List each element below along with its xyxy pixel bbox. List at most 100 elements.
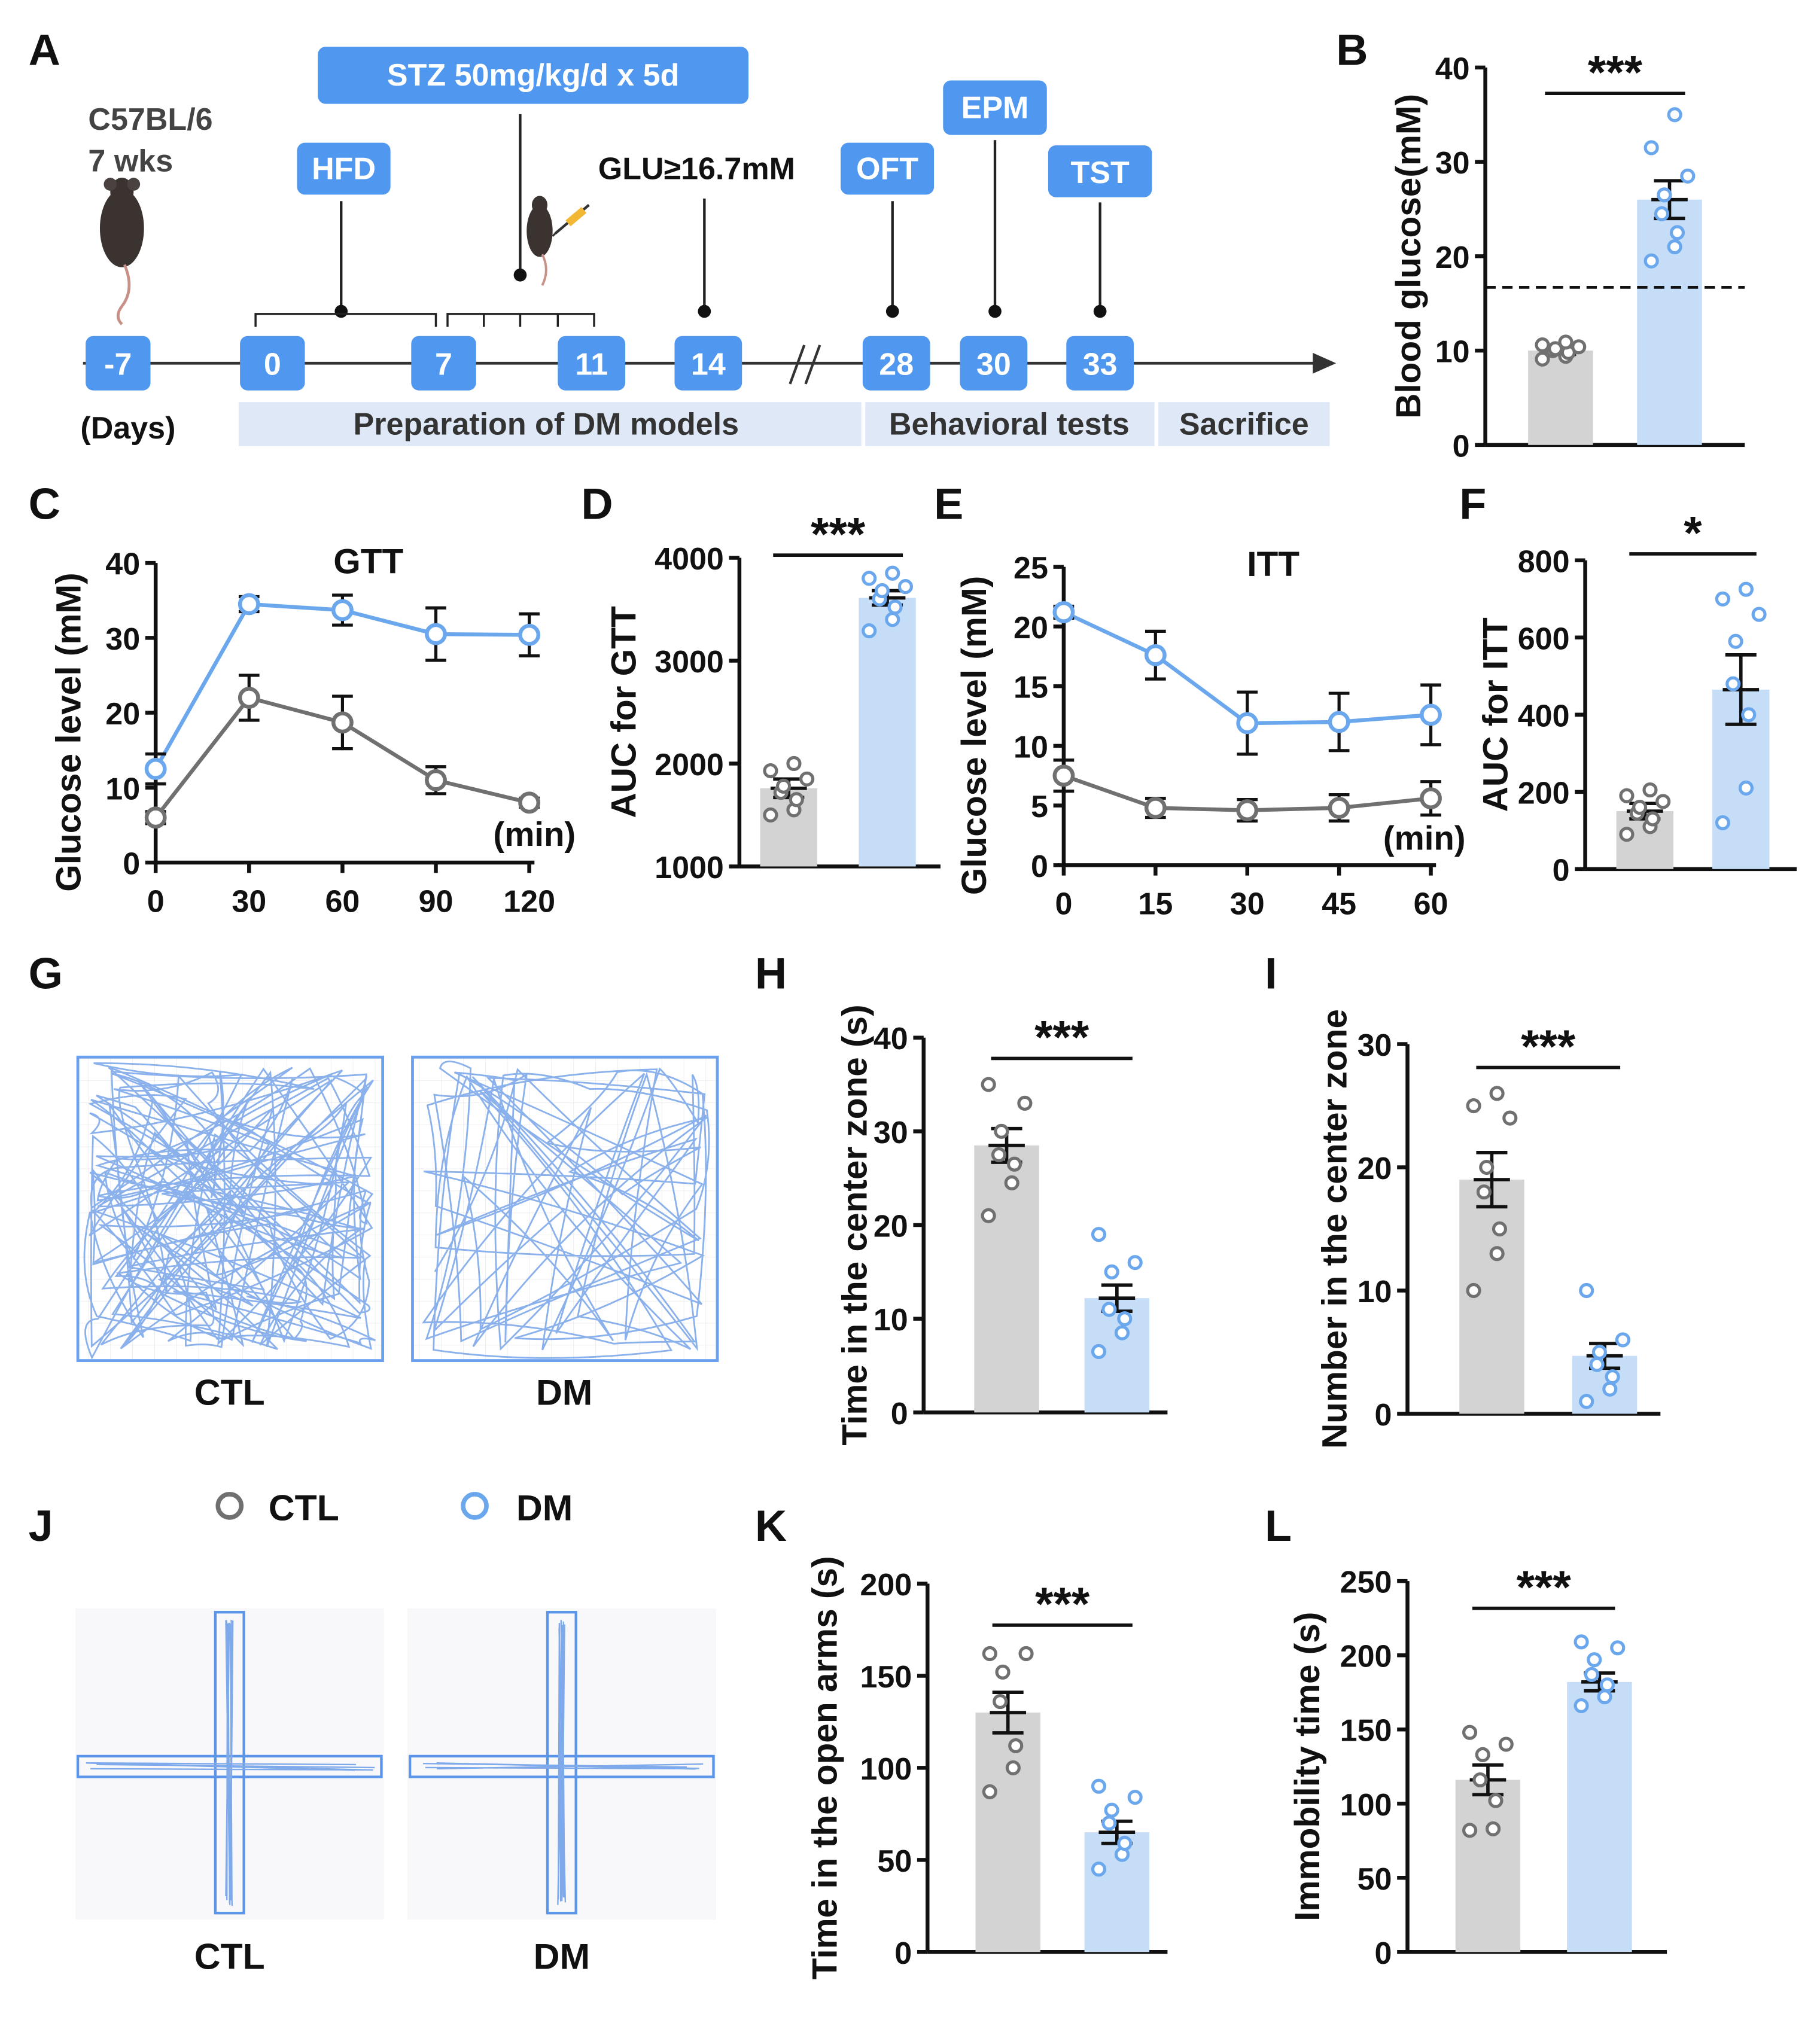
data-point-ctl <box>1655 794 1671 809</box>
x-tick-label: 0 <box>1055 887 1072 922</box>
y-tick-label: 5 <box>1031 790 1048 824</box>
data-point-ctl <box>238 687 260 709</box>
y-tick-label: 2000 <box>655 748 724 782</box>
maze-closed-arm <box>546 1611 577 1915</box>
data-point-dm <box>238 593 260 616</box>
data-point-ctl <box>1472 1772 1488 1788</box>
data-point-dm <box>1597 1689 1612 1705</box>
data-point-ctl <box>425 769 447 791</box>
phase-behavioral: Behavioral tests <box>889 407 1130 441</box>
data-point-ctl <box>1489 1246 1505 1262</box>
panel-letter-k: K <box>755 1501 787 1550</box>
day-tick: 33 <box>1083 348 1118 382</box>
strain-label: C57BL/6 <box>88 102 212 137</box>
y-tick-label: 40 <box>1435 51 1470 86</box>
y-tick-label: 150 <box>860 1660 912 1695</box>
data-point-ctl <box>799 771 815 787</box>
data-point-ctl <box>1017 1095 1033 1111</box>
data-point-dm <box>1667 239 1682 255</box>
bar-ctl <box>1455 1780 1521 1952</box>
track-path <box>422 1061 710 1359</box>
y-axis-label: Immobility time (s) <box>1288 1612 1327 1921</box>
phase-sacrifice: Sacrifice <box>1179 407 1309 441</box>
maze-track <box>423 1620 704 1905</box>
y-axis-label: Blood glucose(mM) <box>1389 94 1428 419</box>
day-tick: 28 <box>879 348 914 382</box>
day-tick: -7 <box>104 348 132 382</box>
y-tick-label: 100 <box>860 1752 912 1787</box>
panel-letter-h: H <box>755 948 787 998</box>
bar-dm <box>859 598 916 867</box>
data-point-dm <box>1654 206 1670 221</box>
maze-closed-arm <box>214 1611 245 1915</box>
y-tick-label: 40 <box>874 1022 908 1056</box>
data-point-dm <box>144 758 167 780</box>
data-point-ctl <box>1488 1793 1504 1808</box>
data-point-dm <box>1144 644 1167 666</box>
data-point-ctl <box>1619 827 1635 842</box>
y-tick-label: 0 <box>1453 429 1470 464</box>
data-point-dm <box>862 623 877 639</box>
data-point-ctl <box>1006 1156 1022 1172</box>
data-point-ctl <box>1004 1175 1019 1191</box>
chart-d: 1000 2000 3000 4000 AUC for GTT *** <box>604 507 941 885</box>
significance-label: *** <box>1517 1561 1572 1613</box>
panel-letter-a: A <box>29 25 60 75</box>
data-point-ctl <box>1619 788 1635 803</box>
data-point-ctl <box>1328 797 1350 819</box>
data-point-dm <box>1091 1862 1107 1877</box>
chart-c: 0 10 20 30 40 0 30 60 90 120 Glucose level (mM) GTT… <box>49 542 576 919</box>
x-tick-label: 60 <box>325 884 360 919</box>
data-point-dm <box>1725 676 1741 691</box>
data-point-ctl <box>331 711 354 734</box>
y-tick-label: 400 <box>1518 699 1570 733</box>
data-point-dm <box>1052 601 1075 623</box>
y-tick-label: 30 <box>874 1116 908 1150</box>
data-point-ctl <box>991 1147 1007 1163</box>
data-point-dm <box>1669 225 1685 240</box>
open-field-tracks <box>83 1061 710 1360</box>
y-axis-label: Glucose level (mM) <box>49 572 88 891</box>
data-point-ctl <box>144 806 167 829</box>
data-point-dm <box>1328 711 1350 733</box>
y-tick-label: 0 <box>123 847 140 882</box>
x-tick-label: 15 <box>1138 887 1173 922</box>
x-tick-label: 120 <box>503 884 555 919</box>
data-point-ctl <box>1008 1738 1024 1754</box>
y-tick-label: 20 <box>1435 240 1470 275</box>
epm-mazes <box>76 1611 715 1915</box>
chart-title: ITT <box>1247 545 1299 584</box>
data-point-ctl <box>1486 1821 1501 1836</box>
phase-preparation: Preparation of DM models <box>354 407 739 441</box>
y-axis-label: AUC for GTT <box>604 606 643 818</box>
data-point-dm <box>1751 607 1767 622</box>
maze-track <box>86 1620 375 1906</box>
data-point-ctl <box>1052 764 1075 787</box>
data-point-dm <box>1574 1698 1589 1714</box>
y-tick-label: 0 <box>1553 853 1570 888</box>
y-tick-label: 10 <box>105 772 140 806</box>
x-axis-label: (min) <box>1383 819 1466 857</box>
syringe-icon <box>526 196 590 287</box>
y-tick-label: 0 <box>1375 1398 1392 1433</box>
data-point-ctl <box>763 807 778 823</box>
y-tick-label: 30 <box>1435 146 1470 181</box>
bar-ctl <box>975 1713 1040 1952</box>
data-point-dm <box>1574 1634 1589 1650</box>
y-tick-label: 30 <box>1358 1028 1392 1063</box>
significance-label: *** <box>811 507 866 560</box>
event-tst: TST <box>1071 156 1130 190</box>
x-tick-label: 45 <box>1322 887 1356 922</box>
data-point-dm <box>1117 1836 1133 1851</box>
data-point-dm <box>885 565 900 581</box>
data-point-dm <box>1615 1332 1631 1348</box>
panel-a-timeline: A C57BL/6 7 wks STZ 50mg/kg/d x 5d HFD <box>29 25 1337 446</box>
data-point-ctl <box>1475 1747 1490 1762</box>
data-point-dm <box>1610 1640 1626 1656</box>
y-axis-label: Glucose level (mM) <box>955 576 994 895</box>
data-point-ctl <box>994 1123 1009 1139</box>
y-tick-label: 10 <box>874 1303 908 1338</box>
data-point-dm <box>1091 1343 1107 1360</box>
panel-letter-j: J <box>29 1501 53 1550</box>
